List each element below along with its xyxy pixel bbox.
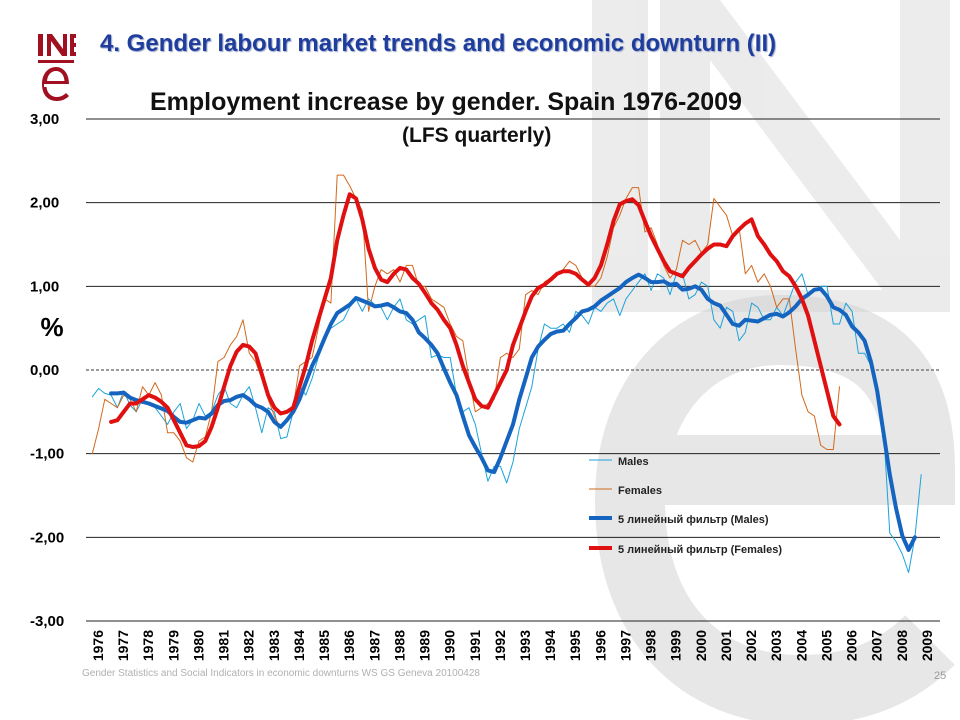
x-tick-label: 1982 (241, 630, 257, 661)
x-axis-ticks: 1976 1977 1978 1979 1980 1981 1982 1983 1984 1985… (90, 630, 935, 661)
x-tick-label: 2002 (743, 630, 759, 661)
x-tick-label: 1997 (617, 630, 633, 661)
legend-label: 5 линейный фильтр (Females) (618, 544, 782, 556)
x-tick-label: 1988 (391, 630, 407, 661)
ine-logo (38, 34, 76, 101)
chart-title: Employment increase by gender. Spain 197… (150, 88, 742, 116)
x-tick-label: 2007 (869, 630, 885, 661)
x-tick-label: 1976 (90, 630, 106, 661)
x-tick-label: 2009 (919, 630, 935, 661)
x-tick-label: 1977 (115, 630, 131, 661)
gridlines (86, 118, 940, 622)
page-number: 25 (934, 670, 947, 682)
x-tick-label: 2006 (844, 630, 860, 661)
series-line-3 (109, 192, 842, 449)
x-tick-label: 1992 (492, 630, 508, 661)
x-tick-label: 1994 (542, 630, 558, 661)
series-line-1 (91, 174, 840, 463)
y-tick-label: 3,00 (30, 111, 59, 128)
legend-label: 5 линейный фильтр (Males) (618, 514, 769, 526)
x-tick-label: 1987 (366, 630, 382, 661)
x-tick-label: 1979 (165, 630, 181, 661)
x-tick-label: 1990 (442, 630, 458, 661)
series-lines (91, 174, 922, 573)
x-tick-label: 1989 (417, 630, 433, 661)
x-tick-label: 1999 (668, 630, 684, 661)
x-tick-label: 1978 (140, 630, 156, 661)
x-tick-label: 1995 (567, 630, 583, 661)
chart-subtitle: (LFS quarterly) (402, 124, 552, 147)
x-tick-label: 1991 (467, 630, 483, 661)
legend-label: Males (618, 456, 649, 468)
x-tick-label: 1980 (190, 630, 206, 661)
y-axis-label: % (40, 312, 63, 342)
series-line-0 (91, 273, 922, 573)
x-tick-label: 2008 (894, 630, 910, 661)
x-tick-label: 1993 (517, 630, 533, 661)
series-line-2 (109, 272, 917, 552)
footer-text: Gender Statistics and Social Indicators … (82, 668, 480, 679)
legend: Males Females 5 линейный фильтр (Males) 5 л… (589, 456, 782, 556)
x-tick-label: 1984 (291, 630, 307, 661)
x-tick-label: 1985 (316, 630, 332, 661)
y-tick-label: 2,00 (30, 195, 59, 212)
x-tick-label: 1981 (216, 630, 232, 661)
legend-label: Females (618, 485, 662, 497)
y-axis-ticks: 3,00 2,00 1,00 0,00 -1,00 -2,00 -3,00 (30, 111, 64, 630)
x-tick-label: 2005 (818, 630, 834, 661)
slide-title: 4. Gender labour market trends and econo… (100, 30, 777, 57)
y-tick-label: 0,00 (30, 362, 59, 379)
x-tick-label: 1998 (643, 630, 659, 661)
x-tick-label: 2003 (768, 630, 784, 661)
y-tick-label: 1,00 (30, 278, 59, 295)
x-tick-label: 1996 (592, 630, 608, 661)
x-tick-label: 2001 (718, 630, 734, 661)
x-tick-label: 1983 (266, 630, 282, 661)
y-tick-label: -1,00 (30, 446, 64, 463)
x-tick-label: 2004 (793, 630, 809, 661)
x-tick-label: 2000 (693, 630, 709, 661)
y-tick-label: -2,00 (30, 529, 64, 546)
y-tick-label: -3,00 (30, 613, 64, 630)
x-tick-label: 1986 (341, 630, 357, 661)
